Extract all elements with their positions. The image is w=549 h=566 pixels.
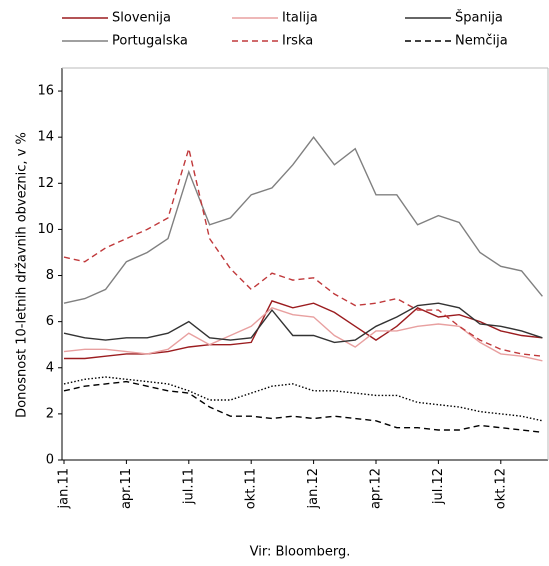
y-tick-label: 2 xyxy=(46,406,54,421)
y-tick-label: 16 xyxy=(37,84,54,99)
y-tick-label: 12 xyxy=(37,176,54,191)
x-tick-label: okt.11 xyxy=(244,468,259,509)
series-line xyxy=(64,300,543,360)
legend-label: Španija xyxy=(455,10,503,26)
x-tick-label: okt.12 xyxy=(493,468,508,509)
legend-label: Slovenija xyxy=(112,11,171,26)
x-tick-label: jul.12 xyxy=(431,468,446,505)
legend-label: Italija xyxy=(282,11,318,26)
series-line xyxy=(63,302,543,344)
x-tick-label: apr.12 xyxy=(369,468,384,509)
series-line xyxy=(63,145,543,357)
x-tick-label: jan.12 xyxy=(306,468,321,510)
y-axis-label: Donosnost 10-letnih državnih obveznic, v… xyxy=(15,132,30,418)
legend-label: Nemčija xyxy=(455,34,508,49)
y-tick-label: 0 xyxy=(46,453,54,468)
series-line xyxy=(63,136,543,304)
legend-label: Irska xyxy=(282,34,313,49)
y-tick-label: 8 xyxy=(46,268,54,283)
y-tick-label: 14 xyxy=(37,130,54,145)
x-tick-label: jan.11 xyxy=(57,468,72,510)
series-line xyxy=(63,380,543,433)
series-line xyxy=(63,376,543,422)
x-tick-label: jul.11 xyxy=(181,468,196,505)
x-tick-label: apr.11 xyxy=(119,468,134,509)
source-note: Vir: Bloomberg. xyxy=(250,545,351,560)
y-tick-label: 4 xyxy=(46,360,54,375)
y-tick-label: 6 xyxy=(46,314,54,329)
legend-label: Portugalska xyxy=(112,34,188,49)
y-tick-label: 10 xyxy=(37,222,54,237)
